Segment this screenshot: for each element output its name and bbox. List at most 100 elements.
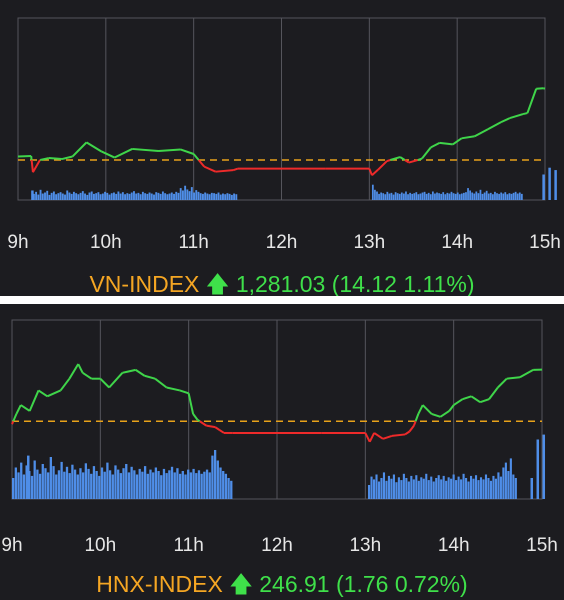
hnx-index-volume-bar	[377, 481, 381, 499]
hnx-index-volume-bar	[442, 475, 445, 499]
vn-index-volume-bar	[419, 193, 422, 200]
vn-index-volume-bar	[161, 191, 164, 200]
vn-index-volume-bar	[153, 194, 155, 200]
vn-index-price-line	[386, 159, 391, 163]
hnx-index-volume-bar	[200, 473, 203, 499]
hnx-index-price-line	[59, 378, 71, 392]
vn-index-volume-bar	[446, 192, 449, 200]
vn-index-price-line	[132, 147, 159, 152]
vn-index-volume-bar	[471, 192, 474, 200]
vn-index-price-line	[430, 141, 441, 149]
vn-index-volume-bar	[450, 191, 453, 200]
hnx-index-volume-bar	[512, 474, 515, 499]
vn-index-volume-bar	[388, 193, 391, 200]
vn-index-volume-bar	[208, 194, 211, 200]
vn-index-price-line	[408, 159, 418, 164]
arrow-up-icon: 🡅	[205, 271, 230, 296]
hnx-index-volume-bar	[397, 477, 400, 499]
vn-index-volume-bar-atc	[542, 174, 545, 200]
hnx-index-price-line	[12, 413, 18, 422]
vn-index-volume-bar	[500, 192, 503, 200]
vn-index-x-tick-label: 11h	[179, 232, 209, 253]
hnx-index-volume-bar	[440, 479, 443, 499]
vn-index-volume-bar	[108, 194, 111, 200]
hnx-index-volume-bar	[497, 472, 500, 499]
hnx-index-volume-bar	[149, 469, 152, 499]
hnx-index-volume-bar	[477, 480, 480, 499]
vn-index-volume-bar	[197, 191, 200, 200]
vn-index-volume-bar	[494, 191, 496, 200]
vn-index-volume-bar	[421, 192, 424, 200]
vn-index-volume-bar	[195, 190, 198, 200]
hnx-index-price-line	[373, 432, 384, 440]
hnx-index-volume-bar	[492, 475, 495, 499]
hnx-index-price-line	[453, 398, 464, 406]
vn-index-price-line	[487, 121, 502, 131]
vn-index-volume-bar	[409, 192, 411, 200]
vn-index-volume-bar	[72, 191, 75, 200]
hnx-index-volume-bar	[130, 466, 133, 499]
vn-index-volume-bar	[504, 192, 507, 200]
hnx-index-volume-bar	[460, 479, 463, 499]
hnx-index-volume-bar	[474, 475, 478, 499]
hnx-index-volume-bar	[219, 467, 222, 499]
hnx-index-volume-bar	[82, 472, 85, 499]
vn-index-volume-bar	[516, 193, 519, 200]
vn-index-price-line	[522, 112, 528, 116]
hnx-index-volume-bar	[100, 467, 104, 499]
hnx-index-volume-bar	[57, 470, 61, 499]
hnx-index-volume-bar	[30, 475, 34, 499]
hnx-index-volume-bar	[402, 473, 405, 499]
hnx-index-volume-bar	[14, 467, 17, 499]
vn-index-volume-bar	[498, 193, 500, 200]
vn-index-price-line	[461, 135, 475, 140]
vn-index-volume-bar	[438, 193, 440, 200]
vn-index-volume-bar	[64, 194, 66, 200]
hnx-index-volume-bar	[405, 478, 408, 499]
vn-index-price-line	[197, 159, 205, 168]
vn-index-volume-bar	[485, 190, 488, 200]
hnx-index-price-line	[214, 426, 221, 431]
hnx-index-price-line	[122, 368, 136, 374]
vn-index-price-line	[399, 156, 406, 161]
hnx-index-price-line	[37, 389, 48, 398]
vn-index-volume-bar	[170, 192, 173, 200]
vn-index-volume-bar	[201, 193, 204, 200]
vn-index-volume-bar	[405, 191, 407, 200]
hnx-index-volume-bar	[227, 478, 230, 499]
vn-index-volume-bar	[403, 193, 405, 200]
hnx-index-volume-bar	[122, 468, 125, 499]
vn-index-volume-bar	[57, 193, 60, 200]
vn-index-volume-bar	[434, 193, 436, 200]
vn-index-value: 1,281.03	[235, 271, 326, 296]
hnx-index-volume-bar	[507, 471, 510, 499]
hnx-index-volume-bar	[162, 468, 166, 499]
hnx-index-volume-bar-atc	[542, 434, 546, 499]
vn-index-price-line	[114, 148, 133, 159]
hnx-index-price-line	[199, 420, 207, 427]
vn-index-volume-bar	[463, 192, 465, 200]
vn-index-volume-bar	[219, 194, 222, 200]
vn-index-volume-bar	[442, 192, 445, 200]
hnx-index-volume-bar-atc	[536, 439, 540, 499]
hnx-index-volume-bar-ato	[27, 455, 30, 499]
vn-index-volume-bar	[157, 192, 160, 200]
hnx-index-volume-bar	[385, 480, 388, 499]
vn-index-volume-bar-atc	[548, 167, 551, 200]
hnx-index-price-line	[506, 376, 521, 380]
vn-index-volume-bar	[378, 193, 380, 200]
vn-index-volume-bar	[46, 190, 49, 200]
vn-index-price-line	[203, 165, 217, 173]
hnx-index-change: (1.76 0.72%)	[336, 571, 468, 597]
hnx-index-volume-bar	[117, 469, 120, 499]
vn-index-price-line	[404, 159, 410, 164]
vn-index-price-line	[526, 88, 538, 114]
vn-index-volume-bar	[52, 191, 55, 200]
arrow-up-icon: 🡅	[229, 571, 253, 597]
vn-index-volume-bar	[396, 193, 399, 200]
vn-index-volume-bar	[199, 193, 202, 200]
hnx-index-volume-bar	[415, 475, 418, 499]
vn-index-volume-bar	[452, 193, 455, 200]
hnx-index-volume-bar	[205, 469, 209, 499]
hnx-index-price-line	[196, 418, 201, 423]
